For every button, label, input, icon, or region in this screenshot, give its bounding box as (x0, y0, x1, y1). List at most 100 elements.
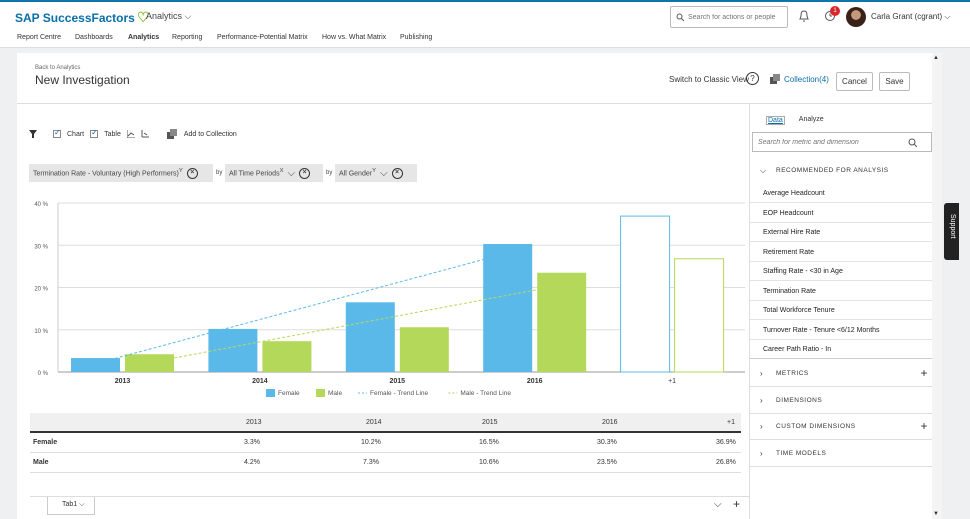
support-tab[interactable]: Support (944, 203, 959, 260)
time-chip-axis: X (279, 168, 284, 175)
nav-analytics[interactable]: Analytics (128, 34, 160, 41)
bar-female-2013 (71, 358, 120, 372)
trend-icon[interactable] (141, 130, 149, 138)
table-cell: 7.3% (363, 459, 379, 466)
scroll-up-icon[interactable]: ▲ (933, 55, 939, 61)
time-models-section[interactable]: › TIME MODELS (750, 441, 933, 467)
list-item[interactable]: Staffing Rate - <30 in Age (750, 262, 933, 281)
search-icon[interactable] (908, 138, 917, 147)
nav-reporting[interactable]: Reporting (172, 34, 203, 41)
tab-analyze[interactable]: Analyze (798, 116, 824, 123)
table-header: 2013 2014 2015 2016 +1 (30, 413, 741, 433)
nav-dashboards[interactable]: Dashboards (75, 34, 113, 41)
recommended-section[interactable]: ⌵ RECOMMENDED FOR ANALYSIS (750, 158, 933, 184)
chart-checkbox[interactable] (53, 128, 61, 138)
remove-metric-icon[interactable]: × (186, 167, 198, 179)
y-tick-label: 30 % (34, 244, 48, 250)
data-panel: Data Analyze ⌵ RECOMMENDED FOR ANALYSIS … (749, 104, 933, 519)
dimensions-section[interactable]: › DIMENSIONS (750, 388, 933, 414)
list-item[interactable]: Termination Rate (750, 282, 933, 301)
table-checkbox[interactable] (90, 128, 99, 138)
chevron-right-icon: › (760, 369, 764, 378)
legend-swatch (316, 389, 325, 397)
table-cell: 36.9% (716, 439, 736, 446)
table-checkbox-label: Table (104, 130, 121, 138)
table-cell: 30.3% (597, 439, 617, 446)
chevron-down-icon: ⌵ (79, 501, 85, 508)
chevron-down-icon[interactable]: ⌵ (379, 167, 388, 179)
sap-logo[interactable]: SAP SuccessFactors ♡ (15, 9, 149, 26)
user-menu[interactable]: Carla Grant (cgrant) ⌵ (871, 12, 950, 22)
chevron-right-icon: › (760, 449, 764, 458)
nav-report-centre[interactable]: Report Centre (17, 34, 61, 41)
save-button[interactable]: Save (879, 72, 910, 91)
tab-data[interactable]: Data (766, 116, 785, 125)
table-cell: 4.2% (244, 459, 260, 466)
remove-gender-icon[interactable]: × (391, 167, 403, 179)
collection-link[interactable]: Collection(4) (770, 74, 829, 84)
x-tick-label: 2014 (252, 378, 268, 385)
add-dimension-icon[interactable]: + (920, 419, 928, 433)
list-item[interactable]: EOP Headcount (750, 204, 933, 223)
bar-male-2016 (537, 272, 587, 372)
page-scrollbar[interactable]: ▲ ▼ (932, 53, 942, 519)
bar-male-2014 (262, 341, 312, 372)
bell-icon[interactable] (799, 10, 809, 22)
list-item[interactable]: Career Path Ratio - In (750, 340, 933, 359)
module-selector[interactable]: Analytics ⌵ (146, 11, 191, 22)
table-cell: 10.6% (479, 459, 499, 466)
heart-logo-icon: ♡ (136, 9, 150, 25)
add-metric-icon[interactable]: + (920, 366, 928, 380)
metric-chip[interactable]: Termination Rate - Voluntary (High Perfo… (29, 164, 213, 182)
back-link[interactable]: Back to Analytics (35, 65, 81, 71)
metric-search[interactable] (752, 132, 932, 152)
add-to-collection-button[interactable]: Add to Collection (183, 130, 237, 138)
list-item[interactable]: Retirement Rate (750, 243, 933, 262)
classic-view-link[interactable]: Switch to Classic View (669, 75, 749, 84)
filter-icon[interactable] (29, 130, 37, 138)
time-chip[interactable]: All Time PeriodsX ⌵ × (225, 164, 323, 182)
cancel-button[interactable]: Cancel (836, 72, 873, 91)
help-icon[interactable]: ? (746, 72, 759, 85)
tab-tab1[interactable]: Tab1 ⌵ (47, 497, 95, 515)
add-tab-icon[interactable]: + (733, 497, 741, 511)
list-item[interactable]: Turnover Rate - Tenure <6/12 Months (750, 321, 933, 340)
x-tick-label: +1 (668, 378, 676, 385)
global-search-input[interactable] (688, 13, 786, 21)
top-bar: SAP SuccessFactors♡ Analytics ⌵ 1 Carla … (0, 0, 970, 30)
chevron-down-icon[interactable]: ⌵ (714, 499, 722, 510)
chevron-down-icon[interactable]: ⌵ (287, 167, 296, 179)
legend-label: Female - Trend Line (370, 390, 429, 397)
column-header: 2014 (366, 419, 382, 426)
bar-female-2015 (345, 302, 395, 372)
bar-male-2015 (399, 327, 449, 372)
custom-dimensions-section[interactable]: › CUSTOM DIMENSIONS + (750, 414, 933, 440)
table-cell: 3.3% (244, 439, 260, 446)
list-item[interactable]: Average Headcount (750, 184, 933, 203)
list-item[interactable]: Total Workforce Tenure (750, 301, 933, 320)
gender-chip[interactable]: All GenderY ⌵ × (335, 164, 417, 182)
nav-publishing[interactable]: Publishing (400, 34, 433, 41)
table-row: Male 4.2% 7.3% 10.6% 23.5% 26.8% (30, 453, 741, 473)
nav-how-vs-what-matrix[interactable]: How vs. What Matrix (322, 34, 387, 41)
chevron-down-icon: ⌵ (944, 12, 951, 21)
legend-swatch (266, 389, 275, 397)
global-search[interactable] (670, 6, 788, 28)
bar-male-2013 (125, 354, 174, 372)
collection-label: Collection(4) (784, 74, 829, 84)
metric-search-input[interactable] (758, 138, 908, 146)
table-cell: 26.8% (716, 459, 736, 466)
scroll-down-icon[interactable]: ▼ (933, 511, 939, 517)
chevron-down-icon: ⌵ (760, 166, 767, 175)
user-name: Carla Grant (cgrant) (871, 12, 943, 21)
remove-time-icon[interactable]: × (299, 167, 311, 179)
chart-type-icon[interactable] (126, 130, 135, 138)
list-item[interactable]: External Hire Rate (750, 223, 933, 242)
table-cell: 16.5% (479, 439, 499, 446)
table-cell: 10.2% (361, 439, 381, 446)
nav-performance-potential-matrix[interactable]: Performance-Potential Matrix (217, 34, 308, 41)
collection-icon (770, 74, 780, 84)
section-label: DIMENSIONS (776, 397, 823, 404)
avatar[interactable] (846, 7, 866, 27)
metrics-section[interactable]: › METRICS + (750, 361, 933, 387)
